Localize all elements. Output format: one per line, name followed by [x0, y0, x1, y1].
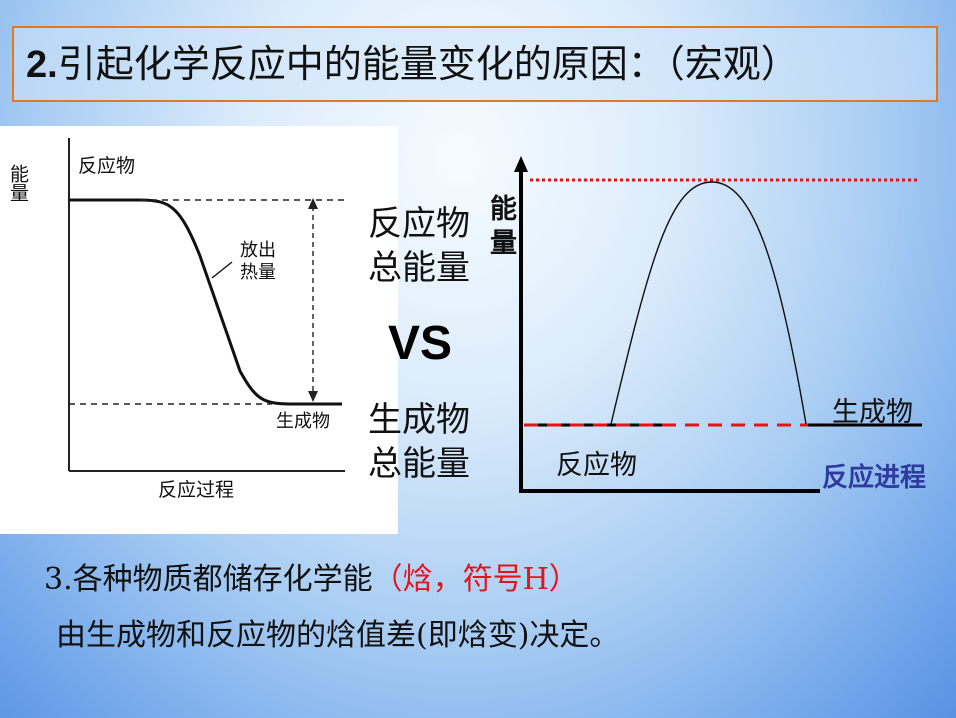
right-reactant-label: 反应物 [556, 450, 637, 481]
title-number: 2. [26, 44, 58, 86]
heat-label-2: 热量 [240, 262, 276, 283]
right-y-axis-label-1: 能 [490, 193, 517, 225]
right-y-axis-label-2: 量 [490, 228, 517, 259]
activation-curve [610, 181, 807, 425]
x-axis-label: 反应过程 [158, 479, 234, 501]
title-box: 2.引起化学反应中的能量变化的原因：（宏观） [12, 26, 938, 102]
exothermic-diagram-panel: 能量 反应物 放出 热量 生成物 反应过程 [0, 126, 398, 534]
product-total-line1: 生成物 [368, 400, 470, 440]
slide-title: 2.引起化学反应中的能量变化的原因：（宏观） [26, 40, 799, 89]
arrow-head-up [308, 198, 318, 209]
point3-black-text: 3.各种物质都储存化学能 [44, 562, 373, 597]
right-x-axis-label: 反应进程 [822, 462, 926, 493]
reactant-total-line1: 反应物 [368, 204, 470, 244]
heat-leader-line [211, 261, 233, 279]
title-text: 引起化学反应中的能量变化的原因：（宏观） [57, 42, 799, 86]
vs-label: VS [388, 317, 453, 370]
right-product-label: 生成物 [832, 397, 913, 428]
product-total-line2: 总能量 [368, 444, 470, 484]
point3-red-text: （焓，符号H） [372, 562, 579, 597]
product-label: 生成物 [276, 411, 330, 432]
product-total-energy-label: 生成物 总能量 [368, 398, 470, 486]
point3-line2: 由生成物和反应物的焓值差(即焓变)决定。 [56, 618, 620, 653]
heat-label-1: 放出 [240, 240, 276, 261]
exothermic-diagram: 能量 反应物 放出 热量 生成物 反应过程 [7, 138, 345, 501]
point3-line1: 3.各种物质都储存化学能（焓，符号H） [44, 560, 579, 600]
energy-curve [69, 198, 342, 406]
y-axis-label-top: 能量 [7, 164, 29, 202]
arrow-head-down [308, 391, 318, 402]
right-y-axis-arrow [514, 156, 528, 172]
reactant-total-energy-label: 反应物 总能量 [368, 202, 470, 290]
reactant-total-line2: 总能量 [368, 248, 470, 288]
reactant-label: 反应物 [78, 155, 135, 177]
